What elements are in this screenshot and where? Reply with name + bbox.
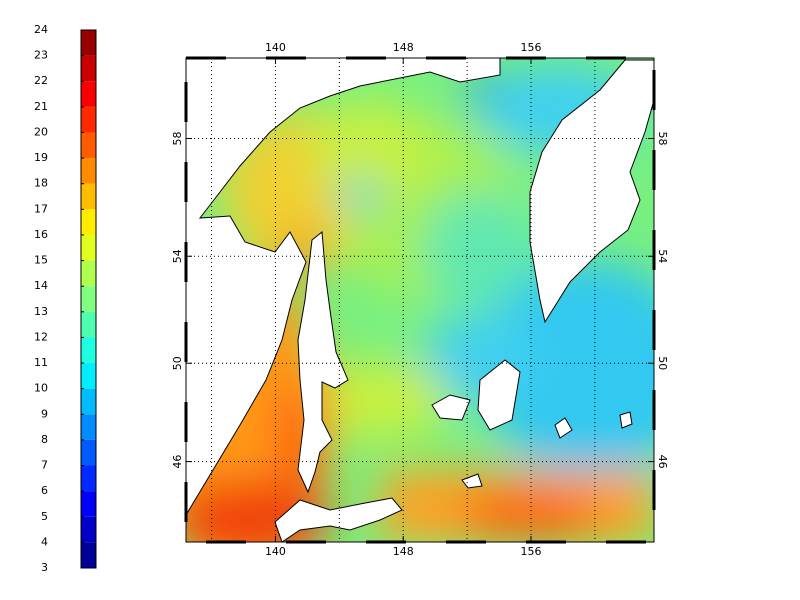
colorbar-segment: [81, 542, 96, 568]
colorbar-segment: [81, 260, 96, 287]
colorbar-segment: [81, 337, 96, 364]
colorbar-label: 8: [41, 433, 48, 446]
hokkaido: [274, 497, 403, 542]
lat-label-right: 46: [656, 455, 669, 469]
colorbar-segment: [81, 286, 96, 312]
colorbar-frame: [80, 29, 97, 569]
colorbar-segment: [81, 516, 96, 543]
sst-field: [186, 58, 654, 542]
colorbar-label: 15: [34, 254, 48, 267]
lat-label-left: 50: [171, 356, 184, 370]
graticule: 140 140 148 148 156 156 58 58 54 54 50 50 46 46: [171, 41, 669, 558]
colorbar-segment: [81, 491, 96, 517]
lon-label-bottom: 140: [265, 545, 286, 558]
colorbar-segment: [81, 234, 96, 261]
lat-label-left: 58: [171, 131, 184, 145]
colorbar-segment: [81, 183, 96, 210]
colorbar: 3 4 5 6 7 8 9 10 11 12 13 14 15 16 17 18 19 20 21 22 23 24: [34, 23, 97, 574]
colorbar-label: 7: [41, 459, 48, 472]
lon-label-top: 140: [265, 41, 286, 54]
colorbar-label: 22: [34, 74, 48, 87]
map-frame: [185, 57, 655, 543]
lon-label-bottom: 156: [521, 545, 542, 558]
lat-label-right: 58: [656, 131, 669, 145]
colorbar-segment: [81, 414, 96, 440]
colorbar-label: 10: [34, 382, 48, 395]
lon-label-top: 156: [521, 41, 542, 54]
colorbar-label: 9: [41, 407, 48, 420]
colorbar-segment: [81, 465, 96, 492]
colorbar-label: 16: [34, 228, 48, 241]
colorbar-label: 12: [34, 330, 48, 343]
colorbar-label: 18: [34, 177, 48, 190]
colorbar-label: 19: [34, 151, 48, 164]
colorbar-label: 20: [34, 125, 48, 138]
colorbar-label: 11: [34, 356, 48, 369]
colorbar-label: 17: [34, 202, 48, 215]
colorbar-segment: [81, 311, 96, 338]
lat-label-left: 54: [171, 249, 184, 263]
colorbar-label: 24: [34, 23, 48, 36]
kuril-gaps: [431, 359, 633, 489]
colorbar-segment: [81, 388, 96, 415]
colorbar-label: 6: [41, 484, 48, 497]
lon-label-bottom: 148: [393, 545, 414, 558]
lat-label-right: 50: [656, 356, 669, 370]
colorbar-label: 14: [34, 279, 48, 292]
colorbar-label: 3: [41, 561, 48, 574]
colorbar-label: 5: [41, 510, 48, 523]
colorbar-label: 13: [34, 305, 48, 318]
colorbar-segment: [81, 132, 96, 159]
colorbar-segment: [81, 106, 96, 133]
colorbar-segment: [81, 209, 96, 235]
colorbar-segment: [81, 81, 96, 107]
colorbar-label: 23: [34, 49, 48, 62]
lat-label-right: 54: [656, 249, 669, 263]
kamchatka: [529, 59, 654, 324]
colorbar-segment: [81, 158, 96, 184]
colorbar-label: 21: [34, 100, 48, 113]
colorbar-segment: [81, 439, 96, 466]
colorbar-segment: [81, 363, 96, 389]
lat-label-left: 46: [171, 455, 184, 469]
lon-label-top: 148: [393, 41, 414, 54]
colorbar-segment: [81, 30, 96, 56]
mainland: [186, 58, 501, 516]
colorbar-segment: [81, 55, 96, 82]
colorbar-label: 4: [41, 535, 48, 548]
sakhalin: [297, 231, 349, 494]
